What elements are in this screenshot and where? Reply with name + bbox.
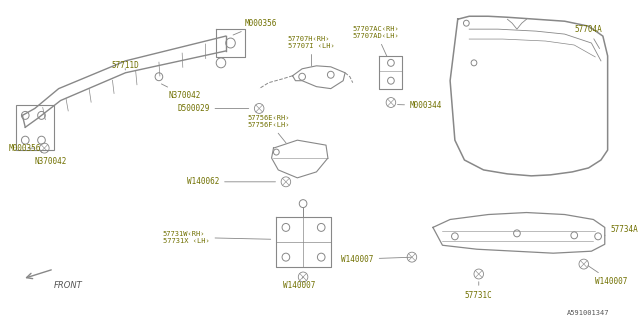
Text: M000344: M000344	[397, 101, 442, 110]
Text: 57707AC‹RH›
57707AD‹LH›: 57707AC‹RH› 57707AD‹LH›	[353, 26, 399, 56]
Text: 57707H‹RH›
57707I ‹LH›: 57707H‹RH› 57707I ‹LH›	[288, 36, 335, 66]
Text: 57734A: 57734A	[605, 225, 638, 235]
Text: W140062: W140062	[187, 177, 275, 186]
Text: 57704A: 57704A	[574, 25, 602, 49]
Text: 57711D: 57711D	[111, 61, 139, 70]
Text: 57731C: 57731C	[465, 282, 493, 300]
Text: 57756E‹RH›
57756F‹LH›: 57756E‹RH› 57756F‹LH›	[248, 115, 290, 143]
Text: W140007: W140007	[341, 255, 411, 264]
Text: N370042: N370042	[161, 84, 201, 100]
Text: W140007: W140007	[283, 277, 316, 290]
Text: M000356: M000356	[9, 144, 42, 153]
Text: 57731W‹RH›
57731X ‹LH›: 57731W‹RH› 57731X ‹LH›	[163, 231, 271, 244]
Text: M000356: M000356	[233, 19, 277, 35]
Text: N370042: N370042	[35, 152, 67, 166]
Text: D500029: D500029	[177, 104, 249, 113]
Text: FRONT: FRONT	[54, 281, 83, 290]
Text: W140007: W140007	[588, 266, 628, 286]
Text: A591001347: A591001347	[567, 310, 609, 316]
